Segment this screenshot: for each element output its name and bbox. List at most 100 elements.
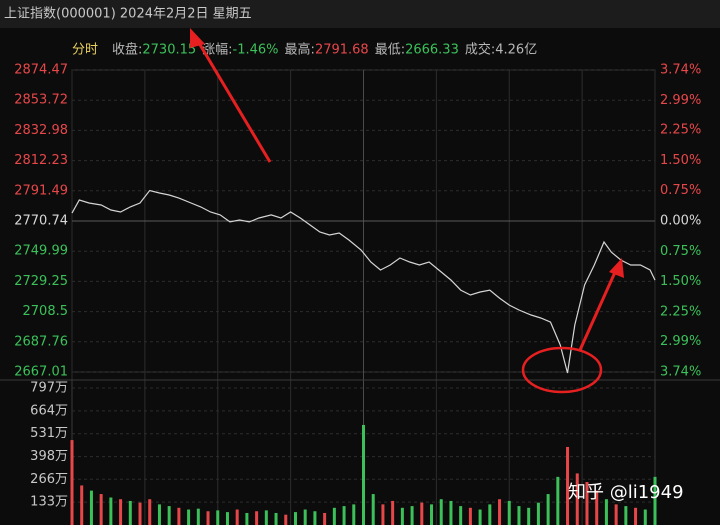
volume-bar [109,497,113,525]
stat-label: 最高: [285,42,315,58]
volume-bar [595,490,599,525]
y2-tick-label: 0.00% [660,214,701,229]
arrow-head [190,28,205,48]
y-tick-label: 2667.01 [14,365,68,380]
volume-bar [274,512,278,525]
stat-value: 2791.68 [315,43,369,58]
volume-bar [177,507,181,525]
y-tick-label: 2770.74 [14,214,68,229]
volume-bar [556,476,560,525]
y-tick-label: 2874.47 [14,63,68,78]
arrow [194,37,272,163]
volume-bar [352,504,356,525]
volume-bar [119,499,123,525]
volume-bar [235,509,239,525]
volume-bar [430,504,434,525]
chart-title: 上证指数(000001) 2024年2月2日 星期五 [4,7,252,22]
grid: 2874.47 2853.72 2832.98 2812.23 2791.49 2770.… [0,63,720,525]
stats: 收盘: 2730.15 涨幅: -1.46% 最高: 2791.68 最低: 2666.33 成… [112,42,537,58]
volume-bar [643,509,647,525]
y2-tick-label: 2.25% [660,123,701,138]
volume-bar [410,506,414,525]
y-tick-label: 398万 [30,449,68,464]
volume-bar [323,512,327,525]
volume-bar [362,424,365,525]
volume-bar [546,494,550,525]
stat-label: 最低: [375,43,405,58]
volume-bar [225,512,229,525]
y2-tick-label: 0.75% [660,183,701,198]
volume-bar [89,490,93,525]
volume-bar [128,500,132,525]
y-tick-label: 2832.98 [14,123,68,138]
volume-bar [381,504,385,525]
stat-label: 收盘: [112,42,142,58]
circle [521,346,603,394]
marks [70,189,657,525]
volume-bar [284,514,288,525]
y-tick-label: 266万 [30,472,68,487]
volume-bar [507,500,511,525]
y-tick-label: 2791.49 [14,183,68,198]
y-tick-label: 2708.5 [23,304,69,319]
volume-bar [371,494,375,525]
y-tick-label: 664万 [30,403,68,418]
watermark: 知乎 @li1949 [568,482,684,503]
y2-tick-label: 1.50% [660,153,701,168]
volume-bar [488,504,492,525]
title-bar [0,0,720,28]
volume-bar [585,482,589,525]
volume-bar [614,504,618,525]
volume-bar [575,473,579,525]
volume-bar [303,509,307,525]
y-tick-label: 531万 [30,426,68,441]
volume-bar [167,506,171,525]
volume-bar [264,510,268,525]
volume-bar [148,499,152,525]
annotations [190,28,624,394]
volume-bar [478,509,482,525]
stat-label: 涨幅: [202,43,232,58]
volume-bar [439,499,443,525]
volume-bar [255,511,259,525]
tab-label[interactable]: 分时 [72,43,98,58]
y2-tick-label: 2.25% [660,304,701,319]
volume-bar [138,502,142,525]
volume-bar [517,506,521,525]
y2-tick-label: 3.74% [660,63,701,78]
volume-bar [99,494,103,525]
y2-tick-label: 2.99% [660,334,701,349]
stat-value: 2730.15 [142,43,196,58]
volume-bar [400,507,404,525]
volume-bar [527,507,531,525]
y-tick-label: 2687.76 [14,334,68,349]
volume-bar [157,504,161,525]
volume-bar [206,511,210,525]
volume-bar [498,499,502,525]
volume-bar [536,502,540,525]
volume-bar [624,506,628,525]
y-tick-label: 2812.23 [14,153,68,168]
volume-bar [216,510,220,525]
volume-bar [420,502,424,525]
volume-bar [332,507,336,525]
y2-tick-label: 2.99% [660,93,701,108]
arrow-head [609,258,624,278]
y-tick-label: 797万 [30,381,68,396]
volume-bar [187,509,191,525]
price-line [71,189,656,374]
stat-label: 成交: [465,42,495,58]
volume-bar [196,508,200,525]
volume-bar [391,500,395,525]
volume-bar [653,476,657,525]
y2-tick-label: 3.74% [660,365,701,380]
volume-bar [293,512,297,525]
y-tick-label: 2853.72 [14,93,68,108]
volume-bar [449,500,453,525]
volume-bar [566,446,570,525]
volume-bar [80,485,84,525]
y-tick-label: 2729.25 [14,274,68,289]
volume-bar [245,512,249,525]
stat-value: -1.46% [233,43,279,58]
